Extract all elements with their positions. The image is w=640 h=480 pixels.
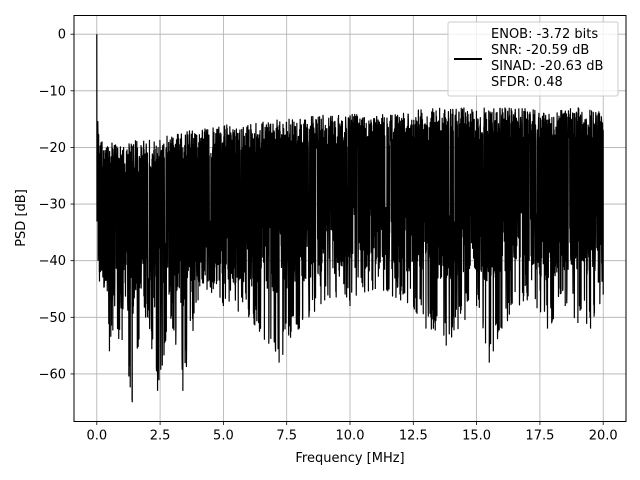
x-axis-label: Frequency [MHz]: [295, 451, 404, 466]
y-tick-label: −30: [39, 198, 66, 213]
x-tick-label: 0.0: [86, 429, 107, 444]
y-tick-label: −10: [39, 84, 66, 99]
psd-series-line: [96, 34, 604, 403]
x-tick-label: 15.0: [462, 429, 491, 444]
x-tick-label: 20.0: [589, 429, 618, 444]
legend: ENOB: -3.72 bits SNR: -20.59 dB SINAD: -…: [447, 21, 619, 97]
legend-entry-sinad: SINAD: -20.63 dB: [491, 59, 603, 74]
y-tick-label: 0: [58, 28, 66, 43]
legend-entry-enob: ENOB: -3.72 bits: [491, 27, 598, 42]
x-tick-label: 17.5: [525, 429, 554, 444]
series-group: [96, 34, 604, 403]
x-tick-label: 7.5: [276, 429, 297, 444]
y-axis-label: PSD [dB]: [14, 189, 29, 247]
x-axis: 0.0 2.5 5.0 7.5 10.0 12.5 15.0 17.5 20.0: [86, 421, 618, 444]
legend-entry-snr: SNR: -20.59 dB: [491, 43, 589, 58]
x-tick-label: 12.5: [399, 429, 428, 444]
x-tick-label: 2.5: [150, 429, 171, 444]
y-tick-label: −40: [39, 254, 66, 269]
legend-box: [447, 21, 619, 97]
y-axis: 0 −10 −20 −30 −40 −50 −60: [39, 28, 74, 382]
y-tick-label: −60: [39, 367, 66, 382]
x-tick-label: 10.0: [336, 429, 365, 444]
legend-entry-sfdr: SFDR: 0.48: [491, 75, 563, 90]
x-tick-label: 5.0: [213, 429, 234, 444]
y-tick-label: −20: [39, 141, 66, 156]
y-tick-label: −50: [39, 311, 66, 326]
